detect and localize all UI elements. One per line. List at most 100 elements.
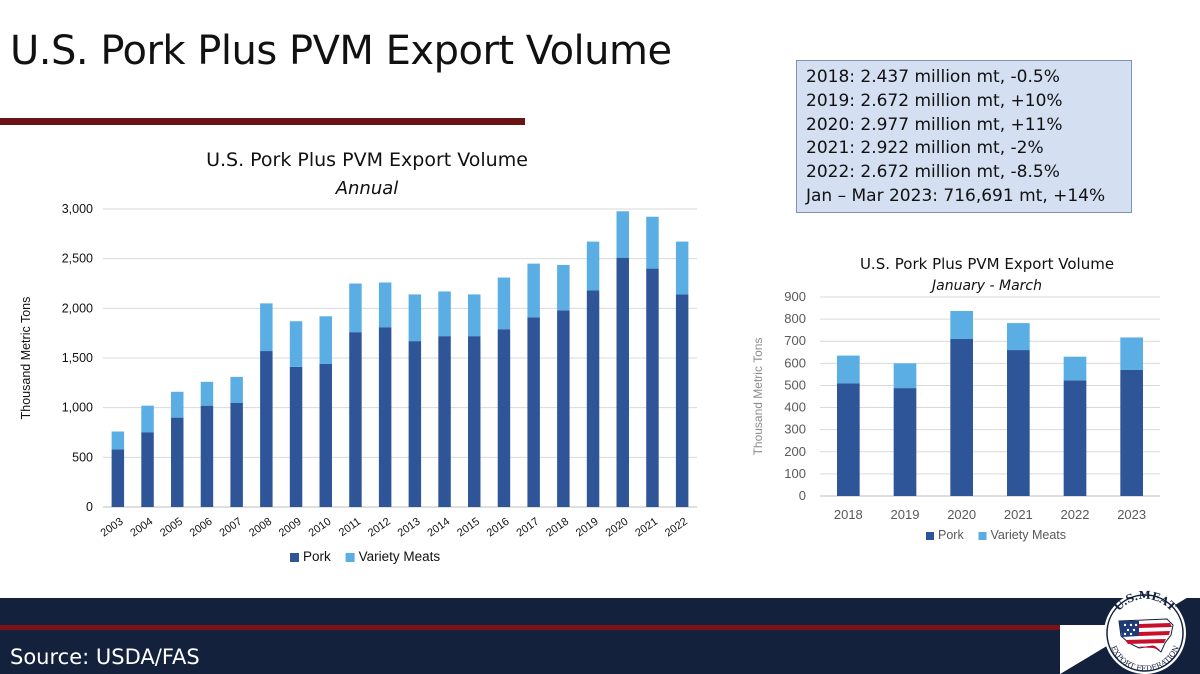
- bar-segment-pork: [289, 366, 303, 507]
- legend-label: Variety Meats: [359, 549, 441, 564]
- y-tick-label: 1,000: [62, 401, 93, 415]
- bar-segment-pork: [468, 336, 481, 507]
- bar-segment-pork: [893, 388, 917, 496]
- legend-label: Variety Meats: [991, 528, 1067, 542]
- bar-segment-variety-meats: [557, 264, 570, 311]
- bar-segment-variety-meats: [200, 381, 214, 406]
- bar-segment-variety-meats: [950, 310, 973, 340]
- stats-line: 2021: 2.922 million mt, -2%: [806, 138, 1044, 159]
- y-tick-label: 500: [72, 450, 93, 464]
- y-tick-label: 2,000: [62, 301, 93, 315]
- bar-segment-variety-meats: [171, 391, 184, 418]
- chart-title: U.S. Pork Plus PVM Export Volume: [206, 149, 528, 171]
- y-tick-label: 1,500: [62, 351, 93, 365]
- legend-swatch: [978, 532, 987, 540]
- bar-segment-variety-meats: [230, 376, 243, 403]
- legend-label: Pork: [938, 528, 964, 542]
- bar-segment-variety-meats: [1007, 323, 1030, 351]
- bar-segment-pork: [260, 351, 273, 507]
- legend-label: Pork: [303, 549, 331, 564]
- stats-line: 2018: 2.437 million mt, -0.5%: [806, 67, 1060, 87]
- y-tick-label: 800: [784, 311, 806, 326]
- legend-swatch: [290, 553, 299, 562]
- bar-segment-pork: [378, 327, 392, 507]
- bar-segment-variety-meats: [378, 282, 392, 328]
- stats-line: 2020: 2.977 million mt, +11%: [806, 114, 1063, 135]
- bar-segment-pork: [111, 449, 125, 507]
- x-tick-label: 2018: [834, 507, 863, 522]
- jan-mar-chart: U.S. Pork Plus PVM Export Volume January …: [751, 255, 1160, 542]
- y-axis-title: Thousand Metric Tons: [19, 297, 33, 420]
- legend-swatch: [345, 553, 355, 562]
- bar-segment-pork: [950, 339, 973, 496]
- bar-segment-pork: [527, 317, 540, 507]
- title-rule: [0, 118, 525, 125]
- bar-segment-variety-meats: [616, 211, 629, 258]
- x-tick-label: 2022: [1061, 507, 1090, 522]
- bar-segment-variety-meats: [675, 241, 689, 295]
- y-tick-label: 600: [784, 355, 806, 370]
- bar-segment-variety-meats: [497, 277, 511, 330]
- chart-title: U.S. Pork Plus PVM Export Volume: [860, 255, 1114, 273]
- stats-line: Jan – Mar 2023: 716,691 mt, +14%: [806, 185, 1106, 206]
- y-tick-label: 700: [784, 333, 806, 348]
- y-tick-label: 2,500: [62, 252, 93, 266]
- bar-segment-pork: [349, 332, 362, 507]
- footer-stripe: [0, 625, 1060, 630]
- y-tick-label: 0: [799, 488, 806, 503]
- slide-title: U.S. Pork Plus PVM Export Volume: [10, 28, 672, 74]
- bar-segment-pork: [200, 405, 214, 507]
- bar-segment-variety-meats: [408, 294, 422, 342]
- bar-segment-pork: [1063, 380, 1087, 496]
- annual-chart: U.S. Pork Plus PVM Export Volume Annual 0 5…: [19, 149, 697, 564]
- bar-segment-variety-meats: [260, 303, 273, 352]
- y-tick-label: 900: [784, 289, 806, 304]
- bar-segment-variety-meats: [289, 321, 303, 367]
- source-label: Source: USDA/FAS: [10, 645, 200, 669]
- bar-segment-variety-meats: [349, 283, 362, 333]
- y-tick-label: 0: [86, 500, 93, 514]
- bar-segment-variety-meats: [438, 291, 451, 337]
- bar-segment-variety-meats: [1063, 356, 1087, 381]
- bar-segment-pork: [1120, 369, 1143, 496]
- bar-segment-variety-meats: [527, 263, 540, 318]
- bar-segment-pork: [1007, 350, 1030, 496]
- chart-subtitle: January - March: [929, 278, 1042, 294]
- x-tick-label: 2019: [891, 507, 920, 522]
- y-tick-label: 3,000: [62, 202, 93, 216]
- stats-line: 2022: 2.672 million mt, -8.5%: [806, 162, 1060, 183]
- bar-segment-variety-meats: [646, 216, 659, 269]
- bar-segment-variety-meats: [1120, 337, 1143, 370]
- bar-segment-pork: [586, 290, 600, 507]
- stats-line: 2019: 2.672 million mt, +10%: [806, 90, 1063, 111]
- x-tick-label: 2021: [1004, 507, 1033, 522]
- bar-segment-pork: [497, 329, 511, 507]
- footer-dark: [0, 630, 1060, 674]
- bar-segment-pork: [141, 432, 154, 507]
- bar-segment-variety-meats: [319, 316, 332, 364]
- y-axis-title: Thousand Metric Tons: [751, 338, 765, 456]
- us-flag-map-icon: [1118, 618, 1174, 653]
- bar-segment-pork: [171, 417, 184, 507]
- chart-subtitle: Annual: [335, 178, 399, 199]
- bar-segment-variety-meats: [141, 405, 154, 433]
- bar-segment-pork: [230, 402, 243, 507]
- x-tick-label: 2020: [947, 507, 976, 522]
- us-meat-export-federation-logo: U.S.MEAT EXPORT FEDERATION: [1104, 589, 1186, 674]
- bar-segment-pork: [837, 383, 860, 496]
- bar-segment-pork: [675, 294, 689, 507]
- bar-segment-pork: [408, 341, 422, 507]
- bar-segment-pork: [557, 310, 570, 507]
- y-tick-label: 100: [784, 466, 806, 481]
- bar-segment-pork: [319, 363, 332, 507]
- bar-segment-pork: [438, 336, 451, 507]
- bar-segment-variety-meats: [111, 431, 125, 450]
- x-tick-label: 2023: [1117, 507, 1146, 522]
- bar-segment-variety-meats: [586, 241, 600, 291]
- legend-swatch: [926, 532, 934, 540]
- stats-box: 2018: 2.437 million mt, -0.5% 2019: 2.67…: [796, 60, 1132, 213]
- bar-segment-pork: [616, 257, 629, 507]
- y-tick-label: 200: [784, 444, 806, 459]
- y-tick-label: 400: [784, 400, 806, 415]
- bar-segment-variety-meats: [468, 294, 481, 337]
